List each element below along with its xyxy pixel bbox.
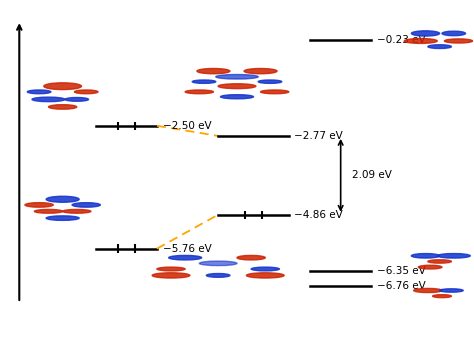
Ellipse shape bbox=[157, 267, 185, 271]
Ellipse shape bbox=[244, 68, 277, 74]
Text: −0.23 eV: −0.23 eV bbox=[377, 35, 426, 45]
Ellipse shape bbox=[35, 209, 63, 213]
Ellipse shape bbox=[258, 80, 282, 83]
Ellipse shape bbox=[433, 294, 451, 298]
Text: −6.35 eV: −6.35 eV bbox=[377, 266, 426, 276]
Ellipse shape bbox=[72, 203, 100, 207]
Ellipse shape bbox=[218, 84, 256, 89]
Ellipse shape bbox=[411, 253, 439, 258]
Text: 2.09 eV: 2.09 eV bbox=[353, 170, 392, 180]
Text: −2.77 eV: −2.77 eV bbox=[294, 131, 343, 141]
Ellipse shape bbox=[246, 273, 284, 278]
Ellipse shape bbox=[216, 75, 258, 79]
Ellipse shape bbox=[74, 90, 98, 94]
Text: −5.76 eV: −5.76 eV bbox=[163, 244, 211, 254]
Ellipse shape bbox=[251, 267, 279, 271]
Ellipse shape bbox=[411, 31, 439, 36]
Text: −2.50 eV: −2.50 eV bbox=[163, 121, 211, 131]
Ellipse shape bbox=[44, 83, 82, 90]
Ellipse shape bbox=[25, 203, 53, 207]
Ellipse shape bbox=[197, 68, 230, 74]
Ellipse shape bbox=[404, 39, 438, 43]
Ellipse shape bbox=[185, 90, 213, 94]
Ellipse shape bbox=[220, 95, 254, 99]
Ellipse shape bbox=[428, 260, 451, 263]
Ellipse shape bbox=[428, 45, 451, 49]
Ellipse shape bbox=[32, 97, 65, 102]
Ellipse shape bbox=[206, 274, 230, 277]
Ellipse shape bbox=[46, 216, 79, 220]
Ellipse shape bbox=[237, 255, 265, 260]
Ellipse shape bbox=[414, 288, 442, 292]
Ellipse shape bbox=[442, 31, 465, 36]
Ellipse shape bbox=[439, 289, 463, 292]
Ellipse shape bbox=[438, 253, 470, 258]
Ellipse shape bbox=[169, 255, 201, 260]
Ellipse shape bbox=[152, 273, 190, 278]
Ellipse shape bbox=[27, 90, 51, 94]
Ellipse shape bbox=[65, 97, 89, 101]
Text: −4.86 eV: −4.86 eV bbox=[294, 210, 343, 220]
Ellipse shape bbox=[261, 90, 289, 94]
Ellipse shape bbox=[46, 196, 79, 202]
Ellipse shape bbox=[63, 209, 91, 213]
Ellipse shape bbox=[199, 261, 237, 266]
Ellipse shape bbox=[419, 265, 442, 269]
Ellipse shape bbox=[192, 80, 216, 83]
Text: −6.76 eV: −6.76 eV bbox=[377, 281, 426, 291]
Ellipse shape bbox=[444, 39, 473, 43]
Ellipse shape bbox=[48, 105, 77, 109]
